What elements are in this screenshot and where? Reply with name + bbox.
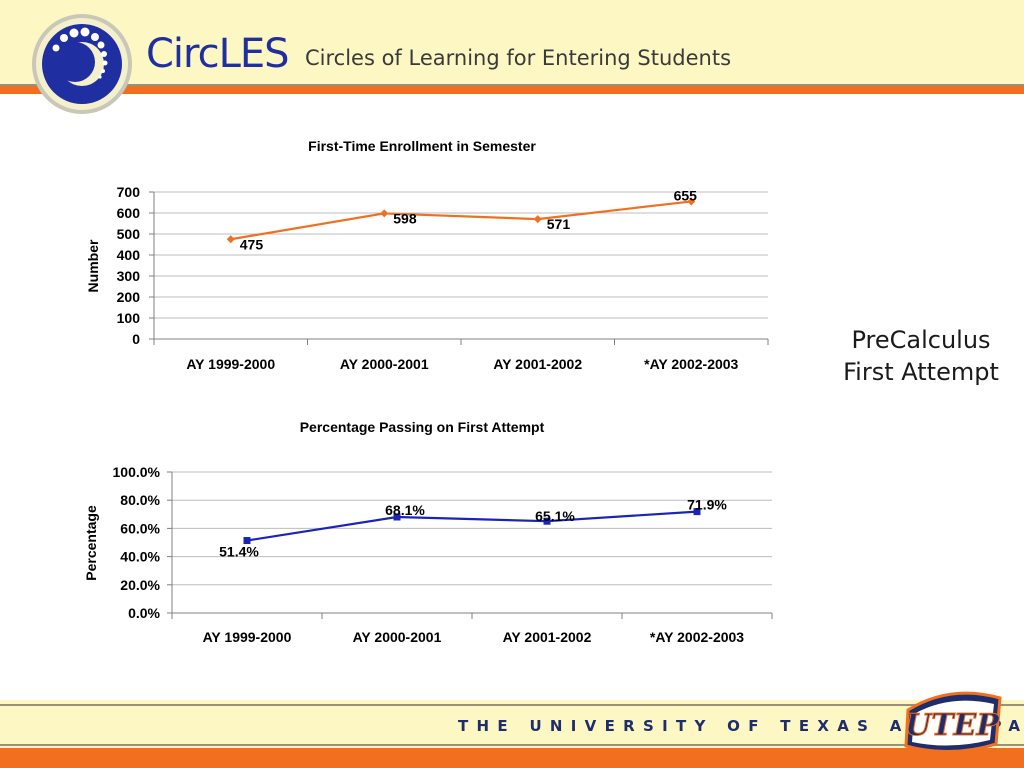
passing-data-point [693,508,701,516]
enrollment-y-tick-label: 700 [117,184,141,200]
slide-topic-line-2: First Attempt [843,358,999,386]
passing-y-tick-label: 0.0% [128,605,160,621]
passing-x-tick-label: AY 1999-2000 [203,629,292,645]
brand-tagline: Circles of Learning for Entering Student… [305,46,732,70]
passing-x-tick-label: AY 2001-2002 [503,629,592,645]
passing-y-tick-label: 60.0% [120,520,160,536]
passing-data-labels: 51.4% 68.1% 65.1% 71.9% [219,497,727,560]
passing-data-label: 68.1% [385,502,425,518]
passing-y-axis-label: Percentage [83,505,99,581]
footer-divider [0,704,1024,706]
enrollment-x-ticks: AY 1999-2000 AY 2000-2001 AY 2001-2002 *AY … [186,356,738,372]
slide-topic-title: PreCalculus First Attempt [818,324,1024,388]
enrollment-gridlines [154,191,768,319]
brand-name: CircLES [146,31,290,77]
passing-y-tick-label: 100.0% [113,464,161,480]
passing-data-label: 65.1% [535,508,575,524]
enrollment-x-tick-label: AY 2000-2001 [340,356,429,372]
enrollment-data-point [226,235,235,244]
passing-series-line [246,510,698,542]
footer-divider-lower [0,744,1024,746]
passing-y-ticks: 0.0% 20.0% 40.0% 60.0% 80.0% 100.0% [113,464,161,621]
enrollment-y-tick-label: 200 [117,289,141,305]
passing-y-tick-label: 20.0% [120,577,160,593]
header-divider [0,84,1024,86]
enrollment-y-tick-label: 100 [117,310,141,326]
university-name: THE UNIVERSITY OF TEXAS AT EL PASO [458,717,1024,735]
enrollment-data-label: 655 [674,187,698,203]
enrollment-chart: First-Time Enrollment in Semester Number… [85,138,769,372]
passing-data-label: 51.4% [219,544,259,560]
slide-topic-line-1: PreCalculus [851,326,991,354]
enrollment-series-line [230,200,692,241]
passing-data-label: 71.9% [687,497,727,513]
enrollment-data-point [687,197,696,206]
header-band [0,0,1024,86]
enrollment-data-point [533,215,542,224]
circles-logo-icon [32,14,132,114]
passing-x-ticks: AY 1999-2000 AY 2000-2001 AY 2001-2002 *AY … [203,629,745,645]
enrollment-y-axis-label: Number [85,239,101,292]
enrollment-data-labels: 475 598 571 655 [240,187,697,252]
enrollment-y-tick-label: 500 [117,226,141,242]
enrollment-x-tick-label: AY 2001-2002 [493,356,582,372]
passing-y-tick-label: 40.0% [120,549,160,565]
passing-series [243,508,701,545]
passing-chart: Percentage Passing on First Attempt Perc… [83,419,773,645]
enrollment-axes [149,191,769,345]
enrollment-data-label: 475 [240,236,264,252]
enrollment-y-tick-label: 400 [117,247,141,263]
passing-data-point [393,513,401,521]
passing-y-tick-label: 80.0% [120,492,160,508]
enrollment-data-point [380,209,389,218]
enrollment-y-tick-label: 0 [132,331,140,347]
passing-axes [167,471,773,619]
utep-logo-icon: UTEP [904,691,1002,753]
enrollment-y-ticks: 0 100 200 300 400 500 600 700 [117,184,141,347]
enrollment-chart-title: First-Time Enrollment in Semester [308,138,536,154]
enrollment-x-tick-label: AY 1999-2000 [186,356,275,372]
passing-data-point [243,537,251,545]
footer-accent-bar [0,748,1024,768]
passing-x-tick-label: AY 2000-2001 [353,629,442,645]
enrollment-data-label: 598 [393,210,417,226]
utep-logo-text: UTEP [905,708,1000,743]
passing-chart-title: Percentage Passing on First Attempt [300,419,545,435]
passing-data-point [543,517,551,525]
enrollment-data-label: 571 [547,216,571,232]
enrollment-y-tick-label: 300 [117,268,141,284]
enrollment-x-tick-label: *AY 2002-2003 [644,356,738,372]
enrollment-series [226,197,696,244]
header-accent-bar [0,86,1024,94]
passing-gridlines [172,471,772,586]
passing-x-tick-label: *AY 2002-2003 [650,629,744,645]
enrollment-y-tick-label: 600 [117,205,141,221]
